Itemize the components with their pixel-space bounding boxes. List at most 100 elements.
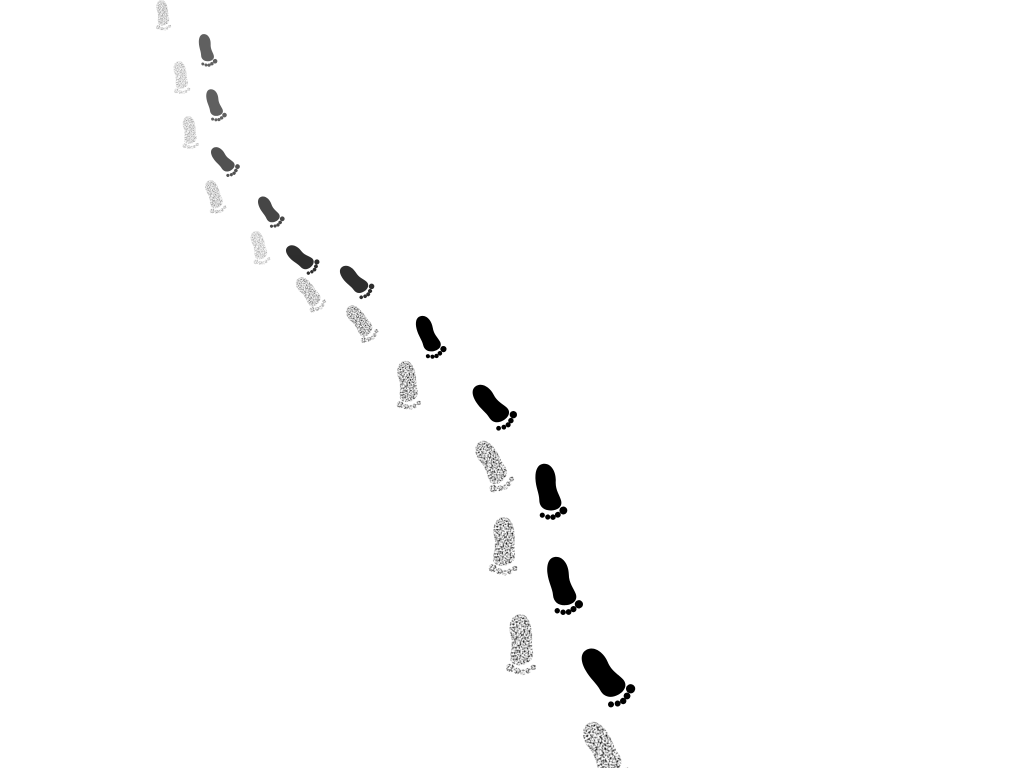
footprint-toe	[425, 354, 430, 359]
right-footprint	[339, 265, 375, 300]
footprint-sole	[211, 147, 235, 172]
footprint-toe	[218, 209, 222, 214]
footprint-toe	[550, 514, 556, 520]
footprint-toe	[560, 609, 566, 615]
footprint-toe	[489, 484, 498, 493]
footprint-toe	[619, 697, 627, 705]
footprint-toe	[219, 116, 224, 120]
footprint-toe	[321, 303, 325, 307]
right-footprint	[211, 147, 240, 177]
footprint-toe	[509, 476, 515, 482]
footprint-toe	[440, 345, 447, 353]
footprint-toe	[156, 25, 161, 30]
footprint-toe	[554, 511, 561, 518]
right-footprint	[472, 384, 518, 431]
footprint-toe	[360, 337, 367, 343]
footprint-toe	[253, 259, 259, 265]
footprint-toe	[182, 143, 188, 148]
footprint-toe	[201, 62, 205, 66]
footprint-toe	[359, 295, 364, 300]
footprint-toe	[187, 87, 191, 91]
footprint-toe	[363, 294, 367, 299]
footprint-toe	[195, 142, 199, 146]
footprint-toe	[207, 63, 211, 67]
footprint-toe	[509, 410, 518, 419]
footprint-toe	[204, 63, 208, 67]
footprint-sole	[156, 0, 170, 26]
footprint-toe	[258, 260, 262, 265]
footprint-toe	[223, 205, 227, 209]
footprint-toe	[396, 401, 404, 409]
footprint-toe	[374, 329, 379, 333]
footprint-toe	[220, 208, 225, 212]
footprint-toe	[501, 569, 508, 576]
footprint-toe	[214, 118, 218, 122]
footprint-toe	[235, 164, 240, 169]
left-footprint	[583, 721, 630, 768]
footprint-toe	[306, 271, 311, 275]
footprint-toe	[623, 692, 631, 700]
footprint-sole	[205, 180, 223, 209]
footprint-toe	[234, 168, 238, 173]
footprint-toe	[430, 354, 435, 359]
footprint-sole	[509, 614, 533, 666]
footprint-toe	[165, 26, 169, 30]
footprint-toe	[614, 700, 621, 707]
footprint-toe	[570, 606, 577, 613]
footprint-toe	[209, 208, 215, 214]
footprint-toe	[530, 664, 537, 671]
footprint-toe	[278, 220, 282, 225]
footprint-toe	[186, 145, 191, 149]
footprint-toe	[276, 223, 280, 227]
footprint-toe	[193, 144, 197, 148]
footprint-toe	[269, 224, 274, 228]
footprint-toe	[434, 353, 439, 359]
footprint-toe	[178, 90, 182, 94]
footprint-toe	[368, 283, 375, 290]
footprint-toe	[190, 145, 194, 150]
footprint-toe	[501, 424, 507, 430]
right-footprint	[535, 463, 568, 520]
footprint-toe	[366, 337, 371, 342]
left-footprint	[156, 0, 172, 31]
right-footprint	[581, 648, 636, 708]
footprint-toe	[366, 292, 371, 297]
left-footprint	[250, 230, 271, 265]
left-footprint	[488, 517, 518, 576]
footprint-sole	[339, 265, 369, 293]
footprint-toe	[174, 88, 179, 94]
footprint-toe	[403, 404, 409, 410]
footprint-toe	[416, 400, 422, 406]
footprint-toe	[312, 267, 317, 272]
footprint-toe	[574, 600, 584, 609]
left-footprint	[506, 614, 537, 676]
footprint-toe	[512, 565, 518, 572]
left-footprint	[346, 305, 379, 343]
left-footprint	[396, 360, 422, 410]
footprint-trail	[156, 0, 636, 768]
footprint-sole	[206, 89, 223, 116]
footprint-toe	[559, 506, 568, 515]
footprint-sole	[296, 277, 321, 307]
footprint-sole	[258, 196, 280, 223]
footprint-toe	[267, 257, 271, 261]
footprint-toe	[519, 669, 526, 676]
footprint-toe	[217, 117, 221, 122]
footprint-toe	[497, 485, 503, 492]
footprint-toe	[505, 422, 511, 428]
footprint-sole	[472, 384, 510, 423]
footprint-sole	[547, 556, 577, 606]
footprint-toe	[310, 270, 314, 274]
footprint-toe	[222, 112, 227, 118]
footprint-toe	[214, 209, 219, 214]
footprint-sole	[583, 721, 622, 768]
right-footprint	[198, 34, 218, 67]
right-footprint	[415, 315, 447, 359]
footprint-sole	[182, 116, 197, 144]
footprint-toe	[212, 58, 218, 64]
footprint-sole	[198, 34, 214, 62]
footprint-toe	[506, 663, 515, 673]
footprint-toe	[163, 27, 167, 31]
footprint-toe	[229, 173, 233, 177]
footprint-toe	[322, 299, 327, 304]
